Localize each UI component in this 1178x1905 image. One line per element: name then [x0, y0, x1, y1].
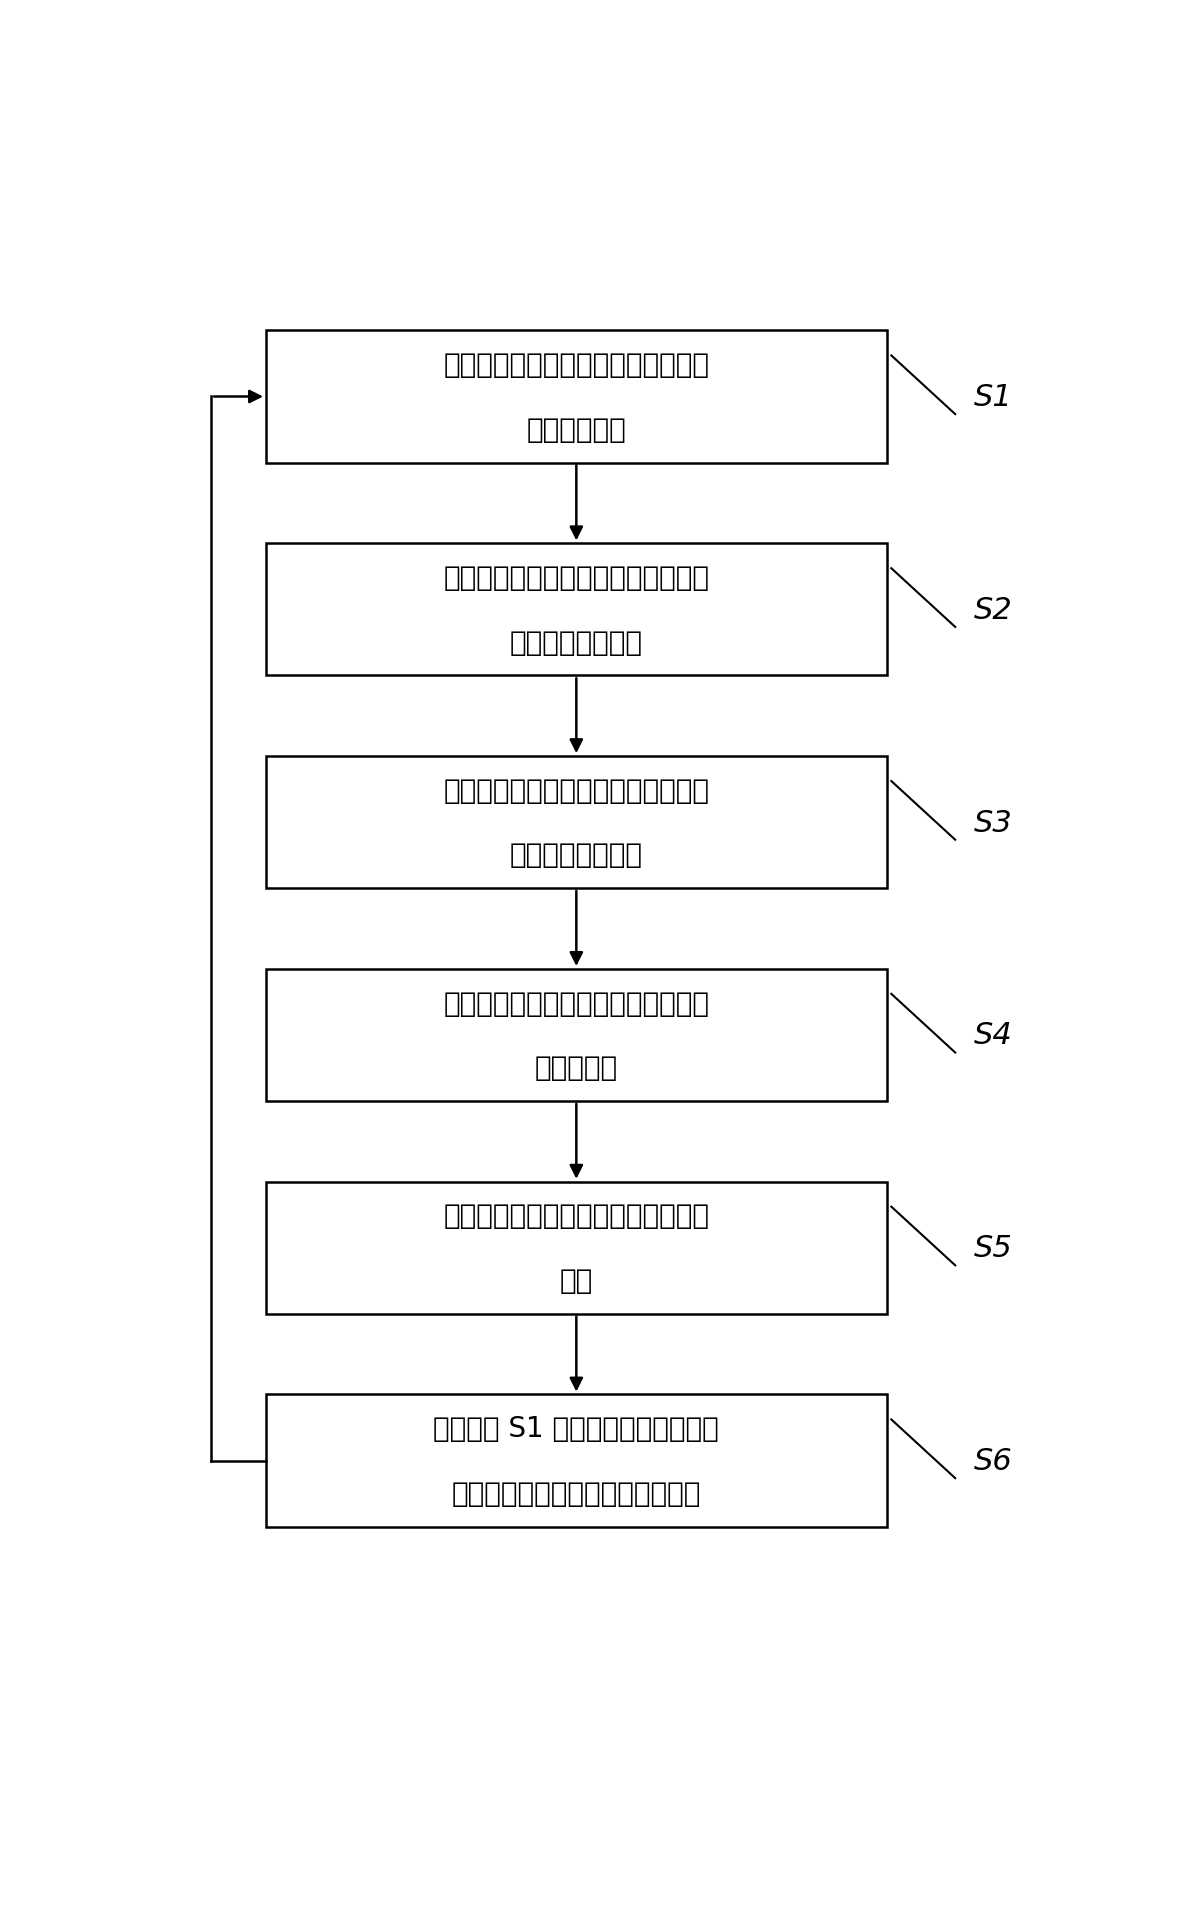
- Text: S4: S4: [973, 1021, 1012, 1050]
- Text: S5: S5: [973, 1234, 1012, 1263]
- Text: S2: S2: [973, 596, 1012, 625]
- Bar: [266, 970, 887, 1101]
- Bar: [266, 1181, 887, 1314]
- Text: S3: S3: [973, 808, 1012, 836]
- Text: 算控制力矩: 算控制力矩: [535, 1053, 618, 1082]
- Text: 返回步骤 S1 重复新一轮的卫星姿态: 返回步骤 S1 重复新一轮的卫星姿态: [434, 1415, 720, 1442]
- Text: S1: S1: [973, 383, 1012, 411]
- Text: 利用陀螺原始采集数据，根据控制周: 利用陀螺原始采集数据，根据控制周: [443, 564, 709, 592]
- Text: 控制，以实现卫星变周期姿态控制: 控制，以实现卫星变周期姿态控制: [451, 1478, 701, 1507]
- Text: 根据任务需求，选取相应的控制周期: 根据任务需求，选取相应的控制周期: [443, 351, 709, 379]
- Text: 利用姿态敏感器输出的姿态信息，计: 利用姿态敏感器输出的姿态信息，计: [443, 777, 709, 804]
- Bar: [266, 545, 887, 676]
- Text: 脉宽: 脉宽: [560, 1267, 593, 1293]
- Text: 利用惯性角速度以及姿态确定角，计: 利用惯性角速度以及姿态确定角，计: [443, 989, 709, 1017]
- Bar: [266, 331, 887, 463]
- Text: S6: S6: [973, 1446, 1012, 1474]
- Bar: [266, 756, 887, 888]
- Text: 算卫星姿态确定角: 算卫星姿态确定角: [510, 840, 643, 869]
- Text: 利用控制力矩，向执行机构发送控制: 利用控制力矩，向执行机构发送控制: [443, 1202, 709, 1231]
- Bar: [266, 1394, 887, 1526]
- Text: 期计算惯性角速度: 期计算惯性角速度: [510, 629, 643, 655]
- Text: 和控制器参数: 和控制器参数: [527, 415, 627, 444]
